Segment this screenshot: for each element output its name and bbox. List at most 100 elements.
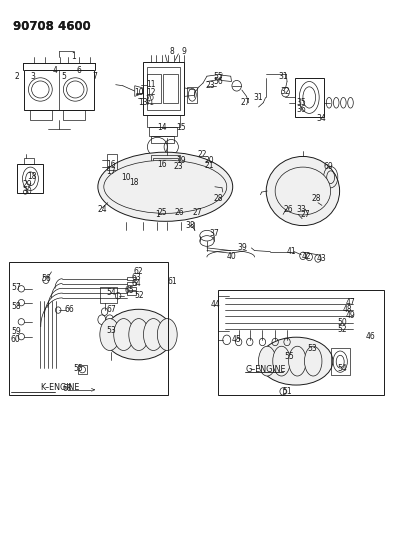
Text: 20: 20 (204, 156, 214, 165)
Text: 28: 28 (311, 194, 321, 203)
Bar (331, 348, 350, 375)
Bar (127, 277, 136, 280)
Text: K–ENGINE: K–ENGINE (40, 383, 80, 392)
Text: 28: 28 (213, 194, 223, 203)
Text: G–ENGINE: G–ENGINE (246, 365, 286, 374)
Text: 33: 33 (297, 205, 306, 214)
Bar (149, 127, 177, 136)
Bar (100, 287, 117, 303)
Bar (127, 292, 136, 295)
Text: 11: 11 (146, 80, 155, 89)
Text: 46: 46 (365, 332, 375, 341)
Text: 71: 71 (145, 100, 154, 106)
Text: 13: 13 (138, 98, 148, 107)
Text: 40: 40 (226, 253, 236, 261)
Text: 23: 23 (174, 162, 183, 171)
Text: 27: 27 (192, 208, 202, 217)
Text: 14: 14 (158, 123, 167, 132)
Bar (127, 282, 136, 285)
Text: 31: 31 (278, 71, 288, 80)
Ellipse shape (129, 319, 148, 351)
Text: 53: 53 (307, 344, 317, 353)
Ellipse shape (289, 346, 306, 376)
Text: 26: 26 (174, 208, 184, 217)
Ellipse shape (98, 152, 233, 221)
Text: 8: 8 (170, 47, 174, 55)
Bar (163, 74, 178, 103)
Ellipse shape (266, 157, 339, 225)
Text: 3: 3 (31, 71, 36, 80)
Text: 27: 27 (241, 98, 251, 107)
Text: 66: 66 (64, 304, 74, 313)
Text: 56: 56 (41, 274, 51, 283)
Text: 17: 17 (106, 167, 116, 176)
Ellipse shape (100, 319, 120, 351)
Text: 50: 50 (338, 318, 347, 327)
Text: 9: 9 (182, 47, 187, 55)
Text: 62: 62 (134, 268, 144, 276)
Text: 45: 45 (232, 335, 242, 344)
Bar (78, 366, 87, 374)
Text: 24: 24 (98, 205, 107, 214)
Ellipse shape (104, 160, 227, 213)
Bar (107, 154, 117, 169)
Text: 52: 52 (338, 325, 347, 334)
Text: 51: 51 (282, 387, 292, 396)
Text: 18: 18 (129, 178, 139, 187)
Ellipse shape (157, 319, 177, 351)
Ellipse shape (143, 319, 163, 351)
Text: 55: 55 (73, 364, 83, 373)
Text: 29: 29 (23, 180, 33, 189)
Bar (24, 70, 94, 110)
Bar (153, 158, 178, 173)
Text: 54: 54 (106, 287, 116, 296)
Text: 38: 38 (185, 221, 195, 230)
Text: 37: 37 (209, 229, 219, 238)
Text: 49: 49 (345, 311, 355, 320)
Text: 47: 47 (345, 298, 355, 307)
Text: 60: 60 (11, 335, 21, 344)
Bar (24, 158, 33, 164)
Text: 4: 4 (53, 67, 58, 75)
Text: 22: 22 (197, 150, 207, 159)
Text: 16: 16 (158, 160, 167, 169)
Text: 64: 64 (131, 279, 141, 288)
Text: 16: 16 (106, 160, 116, 169)
Text: 70: 70 (145, 95, 154, 101)
Text: 55: 55 (213, 71, 223, 80)
Text: 15: 15 (176, 123, 186, 132)
Text: 26: 26 (283, 205, 293, 214)
Text: 31: 31 (254, 93, 263, 102)
Text: 48: 48 (343, 304, 353, 313)
Text: 6: 6 (77, 67, 82, 75)
Bar (150, 155, 180, 176)
Text: 36: 36 (297, 105, 306, 114)
Text: 90708 4600: 90708 4600 (13, 20, 90, 34)
Text: 54: 54 (338, 364, 347, 373)
Text: 32: 32 (281, 86, 290, 95)
Bar (187, 87, 197, 103)
Text: 2: 2 (15, 71, 20, 80)
Text: 68: 68 (62, 384, 72, 393)
Text: 56: 56 (213, 77, 223, 86)
Text: 19: 19 (176, 156, 186, 165)
Ellipse shape (258, 346, 276, 376)
Bar (295, 78, 324, 117)
Bar (30, 110, 52, 120)
Text: 23: 23 (205, 81, 215, 90)
Text: 7: 7 (93, 71, 98, 80)
Bar (151, 136, 174, 143)
Bar (18, 164, 43, 193)
Bar (147, 74, 161, 103)
Text: 44: 44 (211, 300, 220, 309)
Bar (146, 67, 180, 110)
Bar (127, 287, 136, 290)
Text: 34: 34 (316, 114, 326, 123)
Ellipse shape (259, 337, 333, 385)
Ellipse shape (114, 319, 134, 351)
Text: 35: 35 (297, 98, 306, 107)
Text: 41: 41 (286, 247, 296, 256)
Ellipse shape (273, 346, 290, 376)
Text: 18: 18 (27, 172, 36, 181)
Bar (63, 110, 85, 120)
